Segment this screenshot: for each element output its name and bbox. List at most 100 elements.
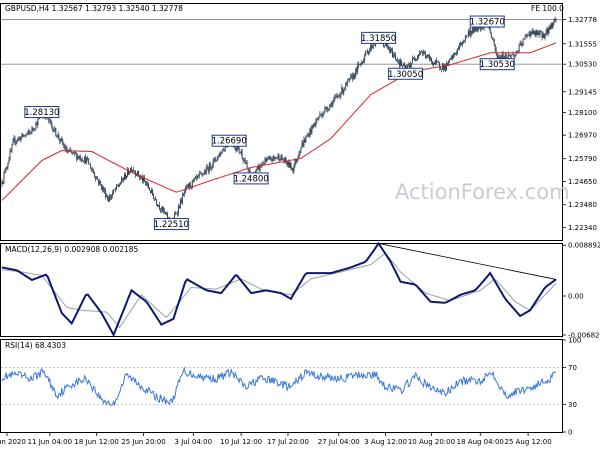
candle-body [529,32,531,36]
candle-body [290,162,292,169]
candle-body [554,19,556,21]
candle-body [211,165,213,168]
candle-body [460,42,462,45]
candle-body [525,34,527,37]
candle-body [221,150,223,154]
candle-body [199,173,201,174]
candle-body [277,155,279,158]
candle-body [335,96,337,98]
candle-body [156,204,158,206]
candle-body [35,122,37,129]
candle-body [299,152,301,155]
candle-body [31,127,33,134]
candle-body [479,27,481,29]
price-label-1.28130: 1.28130 [24,106,59,119]
candle-body [374,45,376,46]
candle-body [6,166,8,170]
candle-body [282,159,284,161]
macd-main-line [1,241,557,338]
candle-body [56,135,58,137]
watermark: ActionForex.com [395,180,570,204]
candle-body [96,177,98,180]
candle-body [315,120,317,126]
candle-body [124,174,126,180]
candle-body [136,175,137,176]
candle-body [255,169,257,174]
candle-body [153,198,155,200]
candle-body [365,51,367,56]
candle-body [445,63,447,71]
candle-body [161,207,163,211]
candle-body [395,54,397,60]
price-label-1.22510: 1.22510 [154,218,189,231]
candle-body [86,157,88,163]
candle-body [239,152,241,153]
candle-body [320,114,322,115]
candle-body [224,146,226,151]
candle-body [8,159,10,163]
candle-body [259,164,261,170]
candle-body [475,27,477,30]
candle-body [61,138,63,141]
candle-body [457,48,459,50]
candle-body [363,60,365,62]
candle-body [265,158,267,162]
candle-body [194,176,196,179]
candle-body [112,193,114,196]
candle-body [531,31,533,34]
candle-body [196,175,198,178]
candle-body [49,119,51,121]
candle-body [219,152,221,157]
candle-body [455,53,457,54]
candle-body [48,116,50,121]
candle-body [183,192,185,194]
x-tick-label: 3 Jul 04:00 [175,438,213,446]
candle-body [398,61,400,62]
candle-body [521,44,523,46]
candle-body [69,149,71,151]
candle-body [23,135,25,137]
candle-body [324,108,326,113]
candle-body [209,163,211,169]
candle-body [164,211,166,214]
candle-body [469,30,471,36]
candle-body [206,167,208,169]
candle-body [138,171,139,177]
candle-body [523,38,525,40]
candle-body [513,54,515,56]
candle-body [59,139,61,142]
candle-body [137,171,138,176]
candle-body [296,158,298,163]
candle-body [88,158,90,165]
candle-body [145,181,146,184]
price-panel-frame [0,3,563,241]
candle-body [84,156,86,162]
candle-body [332,101,334,107]
candle-body [314,123,316,126]
candle-body [67,151,69,153]
candle-body [257,166,259,168]
candle-body [94,173,96,177]
candle-body [24,135,26,137]
candle-body [28,131,30,133]
candle-body [534,31,536,36]
candle-body [449,58,451,60]
candle-body [464,35,466,41]
candle-body [518,44,520,52]
candle-body [283,160,285,162]
candle-body [50,119,52,124]
candle-body [37,118,39,126]
candle-body [285,158,287,163]
price-label-1.26690: 1.26690 [212,134,247,147]
candle-body [293,165,295,172]
candle-body [383,42,385,47]
candle-body [339,95,341,97]
candle-body [155,200,157,205]
candle-body [262,163,264,165]
candle-body [418,54,419,57]
candle-body [236,147,238,152]
candle-body [144,177,145,182]
candle-body [505,54,507,58]
candle-body [425,53,426,58]
candle-body [53,131,55,132]
